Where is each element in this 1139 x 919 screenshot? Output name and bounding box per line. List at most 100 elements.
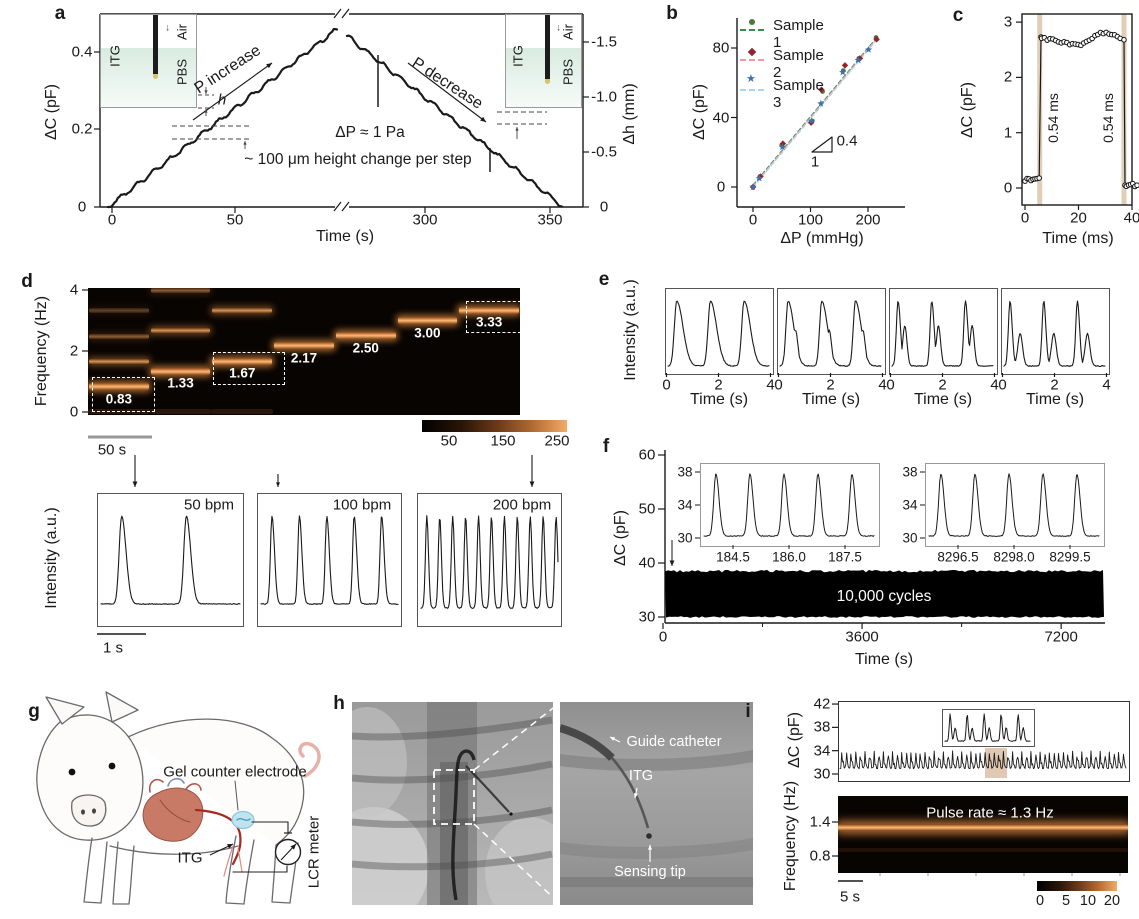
panel-h-letter: h — [333, 693, 345, 714]
a-inset-left-pbs-region — [101, 48, 196, 107]
c-x-tick-label: 40 — [1123, 209, 1139, 227]
f-x-axis-label: Time (s) — [854, 651, 914, 668]
a-y-tick-label: 0.4 — [71, 43, 93, 61]
a-x-tick-label: 350 — [537, 211, 563, 229]
c-y-tick-label: 3 — [1003, 13, 1013, 31]
f-inset-x-tick-label: 8299.5 — [1049, 549, 1091, 565]
d-frequency-label: 3.33 — [476, 314, 503, 330]
f-y-tick-label: 40 — [638, 554, 656, 572]
h-sensing-tip-label: Sensing tip — [614, 864, 686, 880]
d-spectrogram-band — [459, 306, 519, 314]
c-y-tick-label: 0 — [1003, 179, 1013, 197]
circle-marker-icon — [749, 19, 755, 25]
f-inset-x-tick-label: 187.5 — [828, 549, 862, 565]
a-y-tick-label: 0.2 — [71, 120, 93, 138]
a-inset-right-air-label: Air — [560, 24, 575, 41]
d-spectrogram-band — [150, 328, 211, 334]
panel-g-letter: g — [28, 701, 40, 722]
c-band-label-2: 0.54 ms — [1100, 93, 1116, 143]
d-frequency-label: 2.17 — [290, 350, 318, 366]
i-bottom-y-tick-label: 0.8 — [809, 847, 831, 865]
d-spectrogram-band — [274, 342, 334, 350]
f-inset-2 — [925, 463, 1105, 547]
c-y-tick-label: 1 — [1003, 124, 1013, 142]
d-spectrogram-band — [89, 333, 149, 339]
i-top-y-tick-label: 38 — [813, 718, 831, 736]
panel-i-letter: i — [745, 701, 751, 722]
d-bpm-label-200: 200 bpm — [492, 496, 552, 514]
f-inset-y-tick-label: 34 — [677, 497, 693, 513]
i-top-y-tick-label: 34 — [813, 742, 831, 760]
f-inset-y-tick-label: 30 — [677, 530, 693, 546]
c-y-axis-label: ΔC (pF) — [959, 81, 976, 139]
e-x-tick-label: 4 — [1102, 376, 1111, 394]
a-inset-left-air-label: Air — [174, 24, 190, 41]
panel-c-letter: c — [952, 5, 964, 26]
panel-a-letter: a — [54, 3, 66, 24]
f-y-tick-label: 60 — [638, 446, 656, 464]
f-inset-y-tick-label: 30 — [902, 530, 918, 546]
b-slope-rise-label: 0.4 — [836, 132, 858, 150]
h-xray-image-zoom — [560, 702, 753, 905]
b-legend-label: Sample 3 — [773, 77, 824, 111]
i-scalebar-label: 5 s — [839, 888, 861, 906]
f-y-tick-label: 50 — [638, 500, 656, 518]
f-cycles-label: 10,000 cycles — [836, 588, 932, 605]
i-colorbar-tick-label: 0 — [1035, 893, 1045, 909]
d-frequency-label: 3.00 — [414, 325, 441, 340]
e-x-axis-label-2: Time (s) — [801, 391, 861, 408]
h-xray-overview-art — [352, 702, 553, 905]
d-y-tick-label: 0 — [69, 403, 79, 421]
c-x-tick-label: 0 — [1020, 209, 1030, 227]
star-marker-icon: ★ — [746, 73, 756, 85]
g-itg-label: ITG — [177, 849, 203, 867]
a-inset-right-down-arrow-icon: ↓ — [556, 22, 561, 34]
d-scalebar-label: 50 s — [97, 441, 127, 459]
e-x-tick-label: 0 — [886, 376, 895, 394]
b-slope-run-label: 1 — [810, 153, 820, 171]
e-x-tick-label: 2 — [826, 376, 835, 394]
b-y-tick-label: 40 — [712, 109, 730, 126]
panel-b-letter: b — [666, 3, 678, 24]
dashed-line-icon — [740, 89, 764, 91]
a-y-axis-label-right: Δh (mm) — [621, 83, 638, 145]
e-x-axis-label-3: Time (s) — [913, 391, 973, 408]
panel-f-letter: f — [602, 436, 610, 457]
a-annotation-step: ~ 100 μm height change per step — [244, 151, 472, 168]
e-x-tick-label: 2 — [714, 376, 723, 394]
panel-e-letter: e — [598, 269, 610, 290]
d-trace-box-50bpm — [97, 493, 244, 627]
d-spectrogram-band — [89, 358, 149, 364]
f-inset-x-tick-label: 184.5 — [716, 549, 750, 565]
a-y-right-tick-label: -1.5 — [591, 33, 617, 51]
panel-d-letter: d — [21, 271, 33, 292]
dashed-line-icon — [740, 29, 764, 31]
a-inset-right: ↓ ITG Air PBS — [505, 14, 582, 108]
a-inset-left-pbs-label: PBS — [174, 59, 190, 86]
d-dashed-highlight-box — [213, 352, 285, 385]
h-xray-zoom-art — [560, 702, 753, 905]
e-x-tick-label: 0 — [774, 376, 783, 394]
g-lcr-meter-label: LCR meter — [305, 815, 323, 889]
a-inset-right-sensing-tip — [545, 79, 550, 85]
b-x-tick-label: 100 — [797, 211, 824, 229]
d-frequency-label: 2.50 — [352, 340, 379, 356]
i-bottom-y-axis-label: Frequency (Hz) — [782, 780, 799, 892]
i-top-y-axis-label: ΔC (pF) — [786, 711, 803, 769]
g-gel-electrode-label: Gel counter electrode — [163, 763, 307, 781]
e-x-tick-label: 0 — [662, 376, 671, 394]
f-x-tick-label: 0 — [658, 628, 668, 646]
i-top-y-tick-label: 42 — [813, 695, 831, 713]
i-harmonic-band — [838, 848, 1128, 852]
a-inset-left-catheter-rod — [153, 15, 159, 76]
e-y-axis-label: Intensity (a.u.) — [622, 279, 639, 381]
e-subplot-3 — [889, 288, 998, 375]
d-frequency-label: 0.83 — [105, 391, 132, 407]
d-colorbar-tick-label: 150 — [490, 432, 516, 450]
i-highlight-region — [985, 748, 1007, 778]
i-pulse-rate-annotation: Pulse rate ≈ 1.3 Hz — [926, 804, 1054, 822]
f-inset-x-tick-label: 8298.0 — [993, 549, 1035, 565]
d-intensity-axis-label: Intensity (a.u.) — [43, 507, 60, 609]
